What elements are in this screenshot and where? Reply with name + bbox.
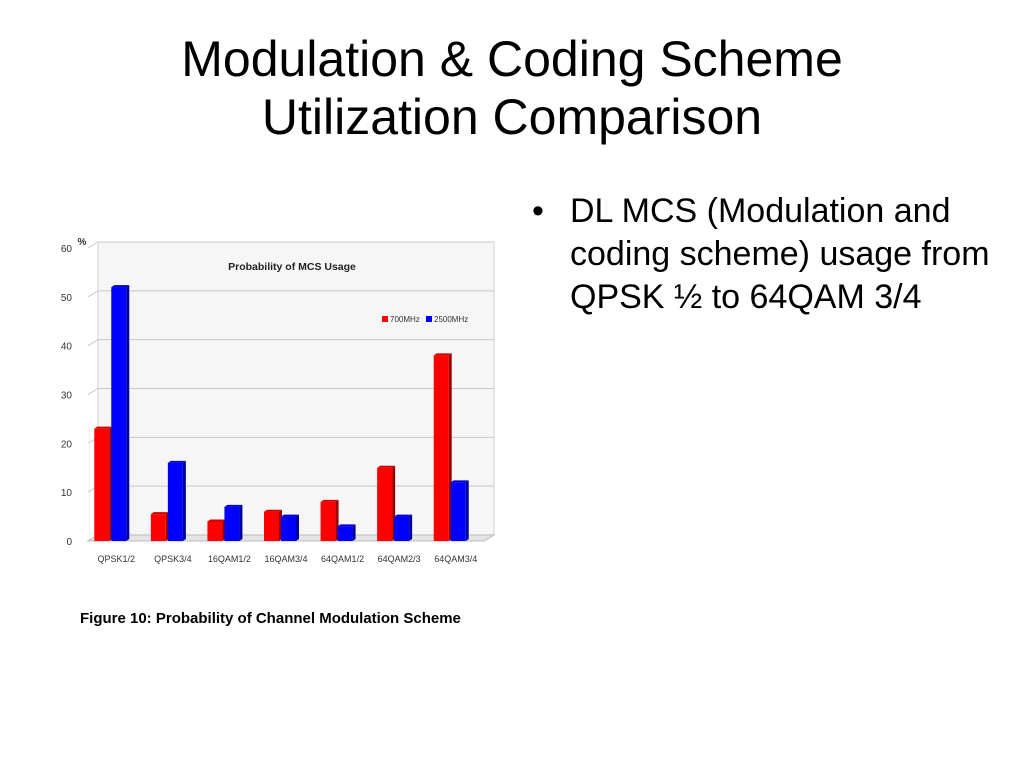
y-tick-label: 60: [61, 244, 73, 255]
slide-title-line-1: Modulation & Coding Scheme: [181, 31, 843, 87]
y-tick-label: 30: [61, 391, 73, 402]
bar-side: [352, 524, 356, 541]
bar-2500MHz-64QAM1/2: [337, 526, 353, 541]
bullet-list: • DL MCS (Modulation and coding scheme) …: [530, 190, 1000, 319]
bar-top: [394, 514, 413, 517]
y-gridline: [87, 290, 494, 298]
slide-title-line-2: Utilization Comparison: [261, 89, 763, 145]
bar-top: [94, 426, 113, 429]
bar-side: [296, 514, 299, 541]
bar-700MHz-64QAM1/2: [320, 501, 336, 541]
bar-top: [320, 499, 339, 502]
chart-title: Probability of MCS Usage: [228, 261, 356, 273]
bullet-marker: •: [532, 192, 544, 230]
bar-700MHz-64QAM2/3: [377, 467, 393, 541]
bar-2500MHz-16QAM1/2: [224, 506, 240, 541]
bar-700MHz-64QAM3/4: [433, 355, 449, 541]
bar-top: [337, 524, 356, 527]
bar-side: [409, 514, 413, 541]
x-tick-label: 64QAM2/3: [378, 554, 421, 564]
bullet-item: • DL MCS (Modulation and coding scheme) …: [530, 190, 1000, 319]
legend-label: 2500MHz: [434, 315, 468, 324]
bar-top: [377, 465, 396, 468]
y-gridline: [87, 339, 494, 347]
bar-2500MHz-64QAM3/4: [450, 482, 466, 541]
legend-swatch-2500MHz: [426, 316, 432, 322]
y-tick-label: 50: [61, 293, 73, 304]
x-tick-label: 16QAM3/4: [264, 554, 307, 564]
x-tick-label: QPSK3/4: [154, 554, 192, 564]
y-gridline: [87, 388, 494, 395]
x-tick-label: 16QAM1/2: [208, 554, 251, 564]
bar-top: [264, 509, 282, 512]
mcs-usage-chart: 0 10 20 30 40 50 60% Probability of MCS Usage QP…: [61, 237, 496, 564]
bar-2500MHz-16QAM3/4: [281, 516, 296, 541]
plot-area: [86, 241, 495, 542]
bar-700MHz-QPSK3/4: [150, 514, 166, 541]
x-tick-label: 64QAM1/2: [321, 554, 364, 564]
bar-2500MHz-64QAM2/3: [394, 516, 410, 541]
figure-caption: Figure 10: Probability of Channel Modula…: [80, 610, 461, 627]
y-tick-label: 10: [61, 488, 73, 499]
y-tick-label: 40: [61, 342, 73, 353]
bar-2500MHz-QPSK3/4: [167, 462, 183, 541]
legend-swatch-700MHz: [382, 316, 388, 322]
legend-label: 700MHz: [390, 315, 420, 324]
bullet-text: DL MCS (Modulation and coding scheme) us…: [570, 192, 990, 316]
bar-top: [150, 512, 169, 515]
y-axis-label: %: [78, 237, 87, 248]
bar-side: [465, 480, 469, 541]
bar-side: [239, 504, 243, 541]
bar-top: [207, 519, 226, 522]
slide-title: Modulation & Coding Scheme Utilization C…: [60, 30, 964, 146]
y-tick-label: 0: [66, 537, 72, 548]
bar-top: [167, 460, 186, 463]
y-gridline: [87, 241, 494, 249]
bar-top: [450, 480, 469, 483]
x-tick-label: 64QAM3/4: [434, 554, 477, 564]
bar-top: [111, 285, 130, 288]
bar-side: [182, 460, 186, 541]
bar-top: [224, 504, 243, 507]
x-tick-label: QPSK1/2: [98, 554, 136, 564]
y-tick-label: 20: [61, 439, 73, 450]
bar-700MHz-16QAM3/4: [264, 511, 279, 541]
bar-2500MHz-QPSK1/2: [111, 287, 127, 541]
bar-top: [433, 353, 452, 356]
bar-side: [126, 285, 130, 541]
bar-top: [281, 514, 299, 517]
bar-700MHz-16QAM1/2: [207, 521, 223, 541]
bar-700MHz-QPSK1/2: [94, 428, 110, 541]
